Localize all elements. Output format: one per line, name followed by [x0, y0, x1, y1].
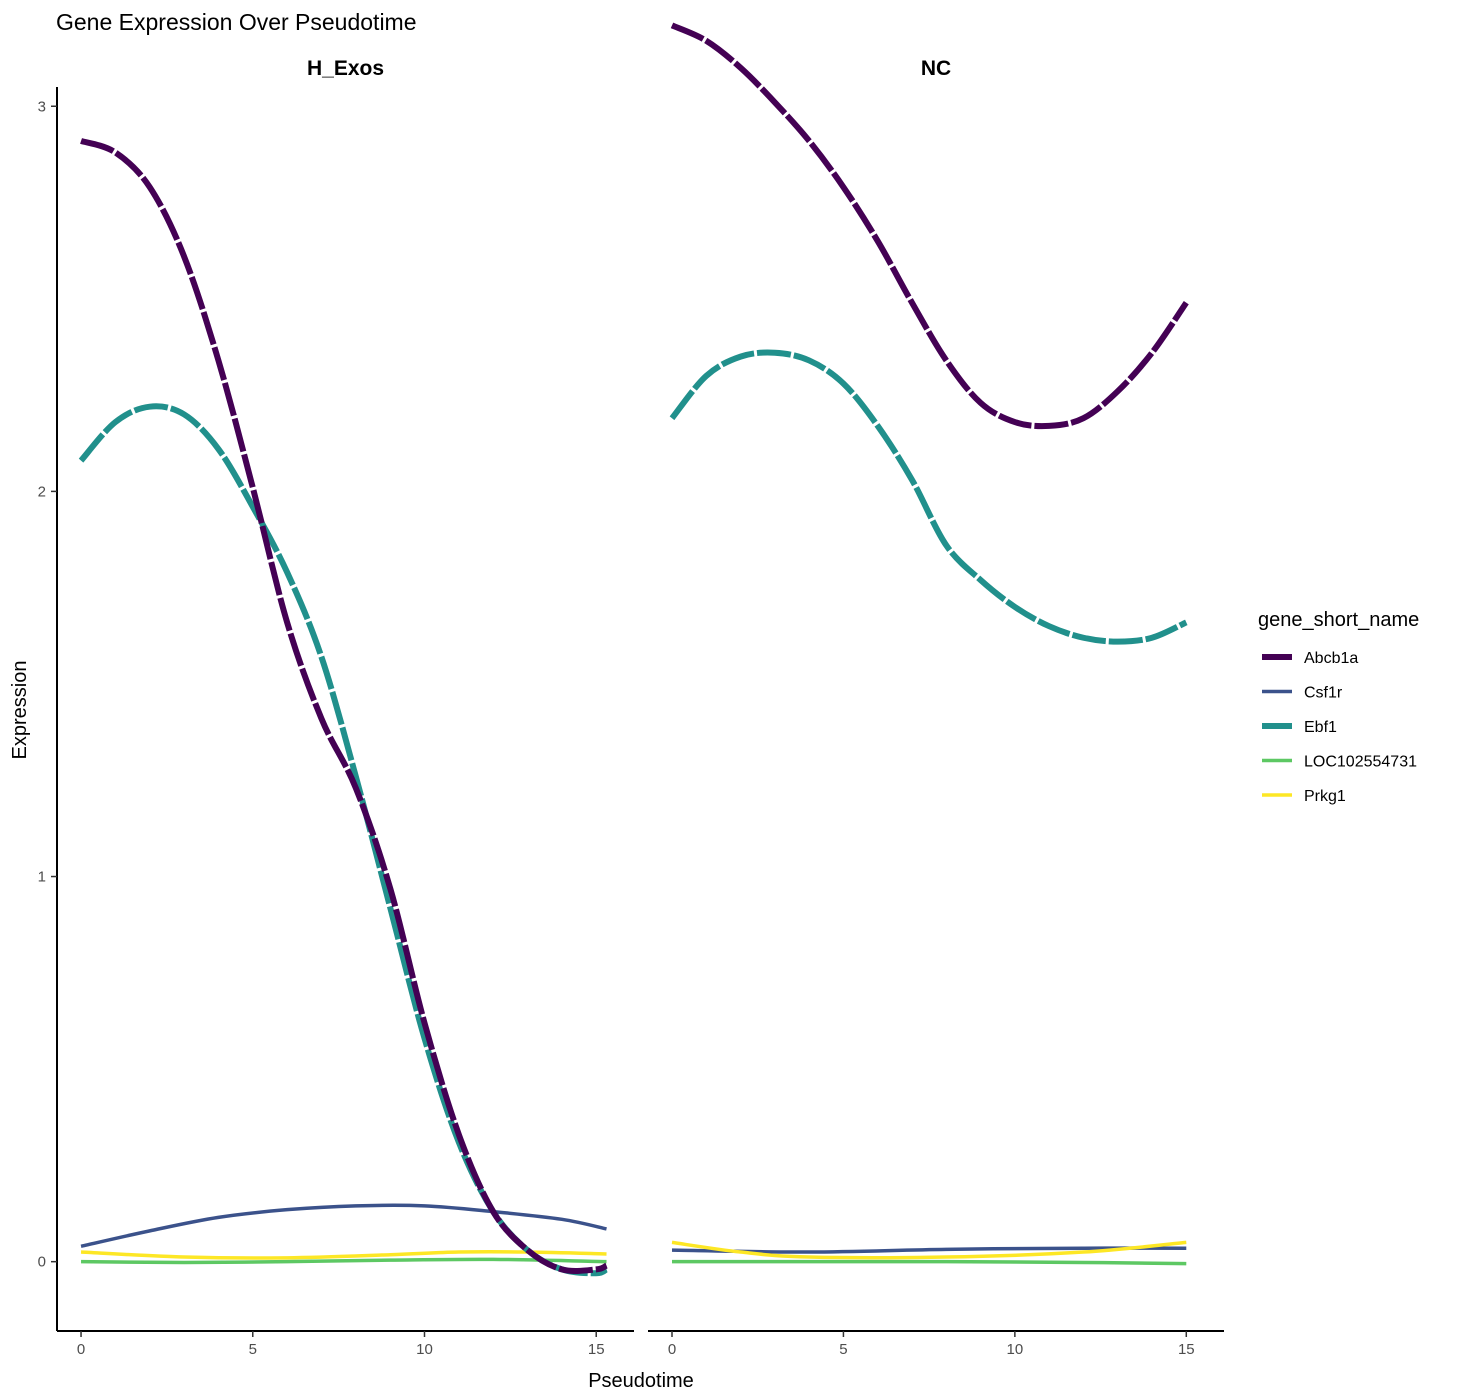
y-tick-label: 1: [38, 869, 46, 886]
facet-strip-label: NC: [921, 57, 951, 80]
chart-title: Gene Expression Over Pseudotime: [56, 9, 417, 35]
panel-nc: NC 0 5 10 15: [648, 22, 1224, 1358]
series-line-prkg1: [671, 1240, 1187, 1260]
series-line-ebf1: [669, 349, 1188, 645]
series-line-abcb1a: [80, 138, 608, 1274]
x-tick-label: 5: [839, 1341, 847, 1358]
x-tick-label: 15: [588, 1341, 605, 1358]
y-tick-label: 2: [38, 483, 46, 500]
legend-label: Prkg1: [1304, 788, 1346, 805]
y-tick-label: 3: [38, 98, 46, 115]
legend-label: Abcb1a: [1304, 650, 1358, 667]
legend-item-prkg1: Prkg1: [1262, 788, 1346, 805]
series-line-loc102554731: [672, 1259, 1187, 1266]
legend-title: gene_short_name: [1258, 609, 1419, 631]
series-line-abcb1a: [670, 22, 1189, 430]
legend-item-csf1r: Csf1r: [1262, 685, 1343, 702]
series-line-loc102554731: [81, 1257, 607, 1265]
y-tick-label: 0: [38, 1254, 46, 1271]
x-tick-label: 0: [77, 1341, 85, 1358]
panel-h-exos: H_Exos 0 5 10 15 0 1 2 3: [38, 57, 634, 1358]
legend-label: Csf1r: [1304, 685, 1343, 702]
facet-panels: H_Exos 0 5 10 15 0 1 2 3 NC 0 5 10 15: [38, 22, 1224, 1358]
x-axis-label: Pseudotime: [588, 1370, 694, 1392]
legend-item-abcb1a: Abcb1a: [1262, 650, 1358, 667]
x-tick-label: 10: [416, 1341, 433, 1358]
series-line-ebf1: [78, 403, 608, 1277]
facet-strip-label: H_Exos: [307, 57, 384, 80]
legend-item-loc102554731: LOC102554731: [1262, 754, 1417, 771]
x-tick-label: 10: [1007, 1341, 1024, 1358]
legend-item-ebf1: Ebf1: [1262, 719, 1337, 736]
x-tick-label: 15: [1178, 1341, 1195, 1358]
x-tick-label: 5: [249, 1341, 257, 1358]
legend-label: LOC102554731: [1304, 754, 1417, 771]
legend-label: Ebf1: [1304, 719, 1337, 736]
legend: gene_short_name Abcb1a Csf1r Ebf1 LOC102554…: [1258, 609, 1419, 805]
series-line-csf1r: [80, 1203, 607, 1248]
y-axis-label: Expression: [9, 661, 31, 760]
x-tick-label: 0: [668, 1341, 676, 1358]
